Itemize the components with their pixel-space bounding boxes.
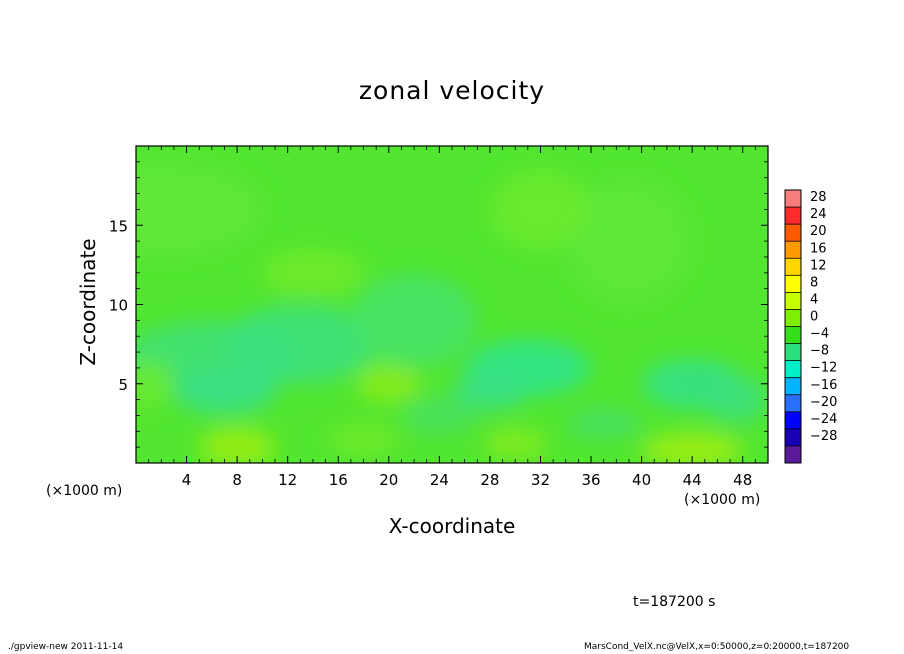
colorbar-swatch-9 xyxy=(785,343,801,362)
colorbar-swatch-3 xyxy=(785,241,801,259)
x-tick-label-11: 48 xyxy=(733,471,752,489)
colorbar-swatch-14 xyxy=(785,428,801,447)
colorbar-swatch-6 xyxy=(785,292,801,310)
colorbar-label-2: 20 xyxy=(810,224,827,239)
time-label: t=187200 s xyxy=(633,594,716,610)
field-patch-17 xyxy=(136,359,174,408)
colorbar-swatch-0 xyxy=(785,190,801,208)
field-patch-12 xyxy=(641,432,743,463)
colorbar: 28 24 20 16 12 8 4 0 −4 −8 −12 −16 −20 −24 −28 xyxy=(784,189,837,464)
colorbar-label-1: 24 xyxy=(810,207,827,222)
colorbar-label-7: 0 xyxy=(810,310,818,325)
colorbar-swatch-8 xyxy=(785,326,801,345)
colorbar-swatch-4 xyxy=(785,258,801,276)
colorbar-swatch-5 xyxy=(785,275,801,293)
colorbar-label-5: 8 xyxy=(810,275,818,290)
field-patch-1 xyxy=(224,304,377,384)
y-tick-label-1: 10 xyxy=(109,297,128,315)
field-patch-8 xyxy=(136,161,263,257)
colorbar-label-10: −12 xyxy=(810,361,837,376)
colorbar-label-11: −16 xyxy=(810,378,837,393)
field-patch-2 xyxy=(173,367,276,416)
field-patch-10 xyxy=(357,364,421,403)
x-tick-label-10: 44 xyxy=(683,471,702,489)
field-patch-18 xyxy=(401,396,478,435)
x-units-label: (×1000 m) xyxy=(46,483,123,499)
field-patch-13 xyxy=(483,428,547,460)
field-patch-14 xyxy=(325,423,402,456)
x-tick-label-0: 4 xyxy=(182,471,192,489)
y-tick-label-2: 15 xyxy=(109,217,128,235)
x-tick-label-6: 28 xyxy=(480,471,499,489)
x-tick-label-5: 24 xyxy=(430,471,449,489)
colorbar-swatch-11 xyxy=(785,377,801,396)
y-axis-label: Z-coordinate xyxy=(76,238,100,366)
colorbar-label-14: −28 xyxy=(810,429,837,444)
colorbar-swatch-7 xyxy=(785,309,801,327)
colorbar-label-4: 12 xyxy=(810,258,827,273)
x-tick-label-8: 36 xyxy=(581,471,600,489)
colorbar-swatch-13 xyxy=(785,411,801,430)
colorbar-swatch-2 xyxy=(785,224,801,242)
x-tick-label-3: 16 xyxy=(329,471,348,489)
field-patch-19 xyxy=(565,407,642,440)
x-tick-label-4: 20 xyxy=(379,471,398,489)
x-axis-label: X-coordinate xyxy=(388,514,516,538)
colorbar-label-0: 28 xyxy=(810,190,827,205)
colorbar-swatch-15 xyxy=(785,445,801,464)
field-patch-7 xyxy=(350,272,478,368)
colorbar-label-6: 4 xyxy=(810,292,818,307)
x-tick-label-2: 12 xyxy=(278,471,297,489)
velocity-field xyxy=(136,146,768,463)
field-patch-16 xyxy=(489,169,592,250)
colorbar-label-8: −4 xyxy=(810,327,829,342)
field-patch-6 xyxy=(704,375,768,424)
colorbar-label-3: 16 xyxy=(810,241,827,256)
field-patch-11 xyxy=(199,428,276,463)
y-tick-label-0: 5 xyxy=(118,376,128,394)
colorbar-swatch-1 xyxy=(785,207,801,225)
x-tick-label-7: 32 xyxy=(531,471,550,489)
x-tick-label-1: 8 xyxy=(232,471,242,489)
x-units-label-right: (×1000 m) xyxy=(684,492,761,508)
field-patch-15 xyxy=(565,177,693,305)
colorbar-swatch-10 xyxy=(785,360,801,379)
colorbar-swatch-12 xyxy=(785,394,801,413)
colorbar-label-9: −8 xyxy=(810,344,829,359)
field-patch-4 xyxy=(452,372,528,411)
colorbar-label-12: −20 xyxy=(810,395,837,410)
field-patch-9 xyxy=(262,249,364,297)
chart-title: zonal velocity xyxy=(358,76,546,105)
colorbar-label-13: −24 xyxy=(810,412,837,427)
x-tick-label-9: 40 xyxy=(632,471,651,489)
footer-program: ./gpview-new 2011-11-14 xyxy=(8,642,124,652)
footer-source: MarsCond_VelX.nc@VelX,x=0:50000,z=0:2000… xyxy=(584,642,850,652)
